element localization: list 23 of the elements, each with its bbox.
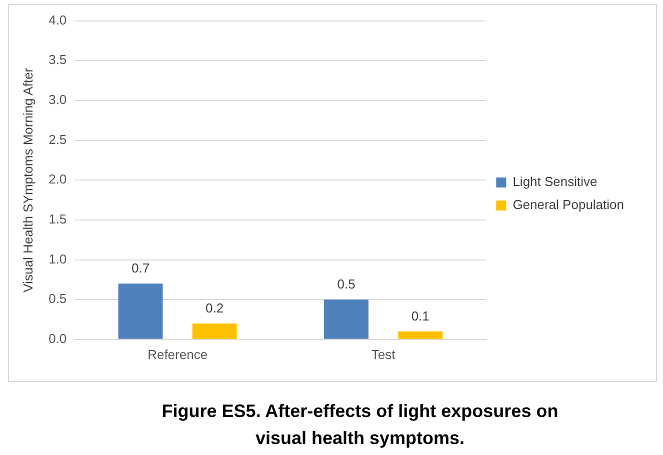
bar: [324, 300, 369, 339]
bar: [192, 323, 237, 339]
y-tick-label: 2.5: [48, 132, 67, 147]
y-tick-label: 4.0: [48, 12, 67, 28]
legend-label: General Population: [512, 197, 624, 212]
bar: [398, 331, 443, 339]
y-tick-label: 1.0: [48, 251, 67, 266]
x-tick-label: Reference: [148, 346, 208, 362]
legend-label: Light Sensitive: [512, 174, 598, 190]
data-label: 0.7: [131, 260, 150, 276]
data-label: 0.5: [337, 276, 356, 292]
x-tick-label: Test: [371, 346, 396, 362]
data-label: 0.1: [411, 308, 430, 324]
y-tick-label: 0.5: [48, 291, 67, 306]
y-tick-label: 1.5: [48, 212, 67, 227]
text: Figure ES5. After-effects of light exposures on visual health symptoms.: [160, 400, 560, 450]
y-tick-label: 3.0: [48, 92, 67, 108]
bar: [118, 284, 163, 339]
y-tick-label: 3.5: [48, 52, 67, 68]
y-tick-label: 0.0: [48, 330, 67, 346]
y-axis-title: Visual Health SYmptoms Morning After: [20, 67, 36, 292]
data-label: 0.2: [206, 300, 224, 316]
y-tick-label: 2.0: [48, 172, 67, 187]
